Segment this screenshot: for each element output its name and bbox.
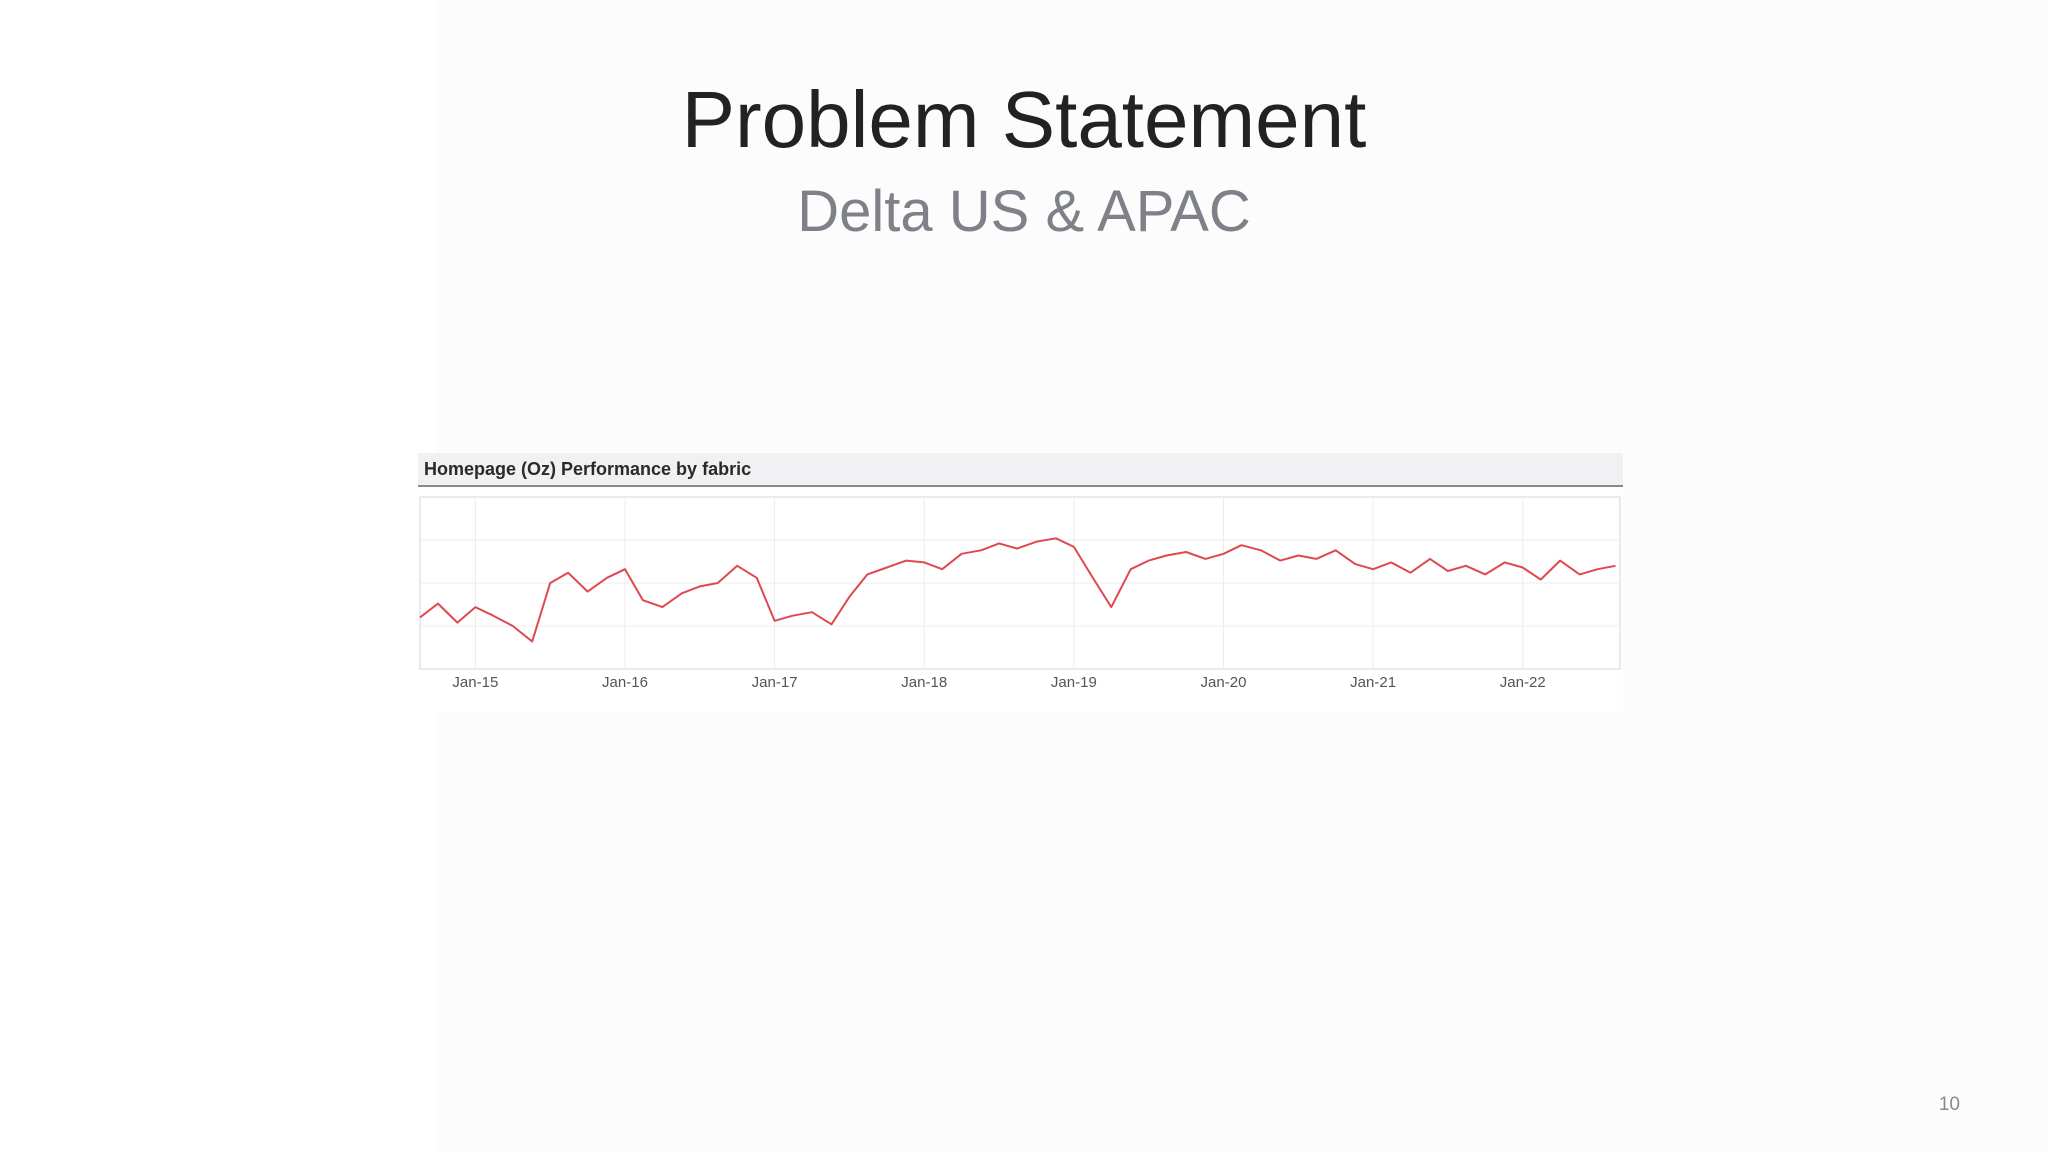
page-number: 10 bbox=[1938, 1094, 1960, 1115]
chart-header: Homepage (Oz) Performance by fabric bbox=[418, 453, 1623, 487]
x-tick-label-1: Jan-16 bbox=[602, 674, 648, 691]
chart-panel: Homepage (Oz) Performance by fabric Jan-… bbox=[418, 453, 1623, 713]
slide-subtitle: Delta US & APAC bbox=[797, 179, 1251, 244]
x-tick-label-0: Jan-15 bbox=[452, 674, 498, 691]
x-tick-label-4: Jan-19 bbox=[1051, 674, 1097, 691]
chart-svg: Jan-15 Jan-16 Jan-17 Jan-18 Jan-19 Jan-20 Jan-… bbox=[419, 496, 1621, 691]
series-line bbox=[419, 537, 1616, 643]
chart-grid bbox=[419, 496, 1621, 670]
x-tick-label-3: Jan-18 bbox=[901, 674, 947, 691]
x-axis: Jan-15 Jan-16 Jan-17 Jan-18 Jan-19 Jan-20 Jan-… bbox=[452, 674, 1545, 691]
chart-title: Homepage (Oz) Performance by fabric bbox=[424, 459, 752, 479]
x-tick-label-6: Jan-21 bbox=[1350, 674, 1396, 691]
x-tick-label-7: Jan-22 bbox=[1500, 674, 1546, 691]
x-tick-label-5: Jan-20 bbox=[1201, 674, 1247, 691]
slide-title: Problem Statement bbox=[681, 75, 1367, 164]
x-tick-label-2: Jan-17 bbox=[752, 674, 798, 691]
